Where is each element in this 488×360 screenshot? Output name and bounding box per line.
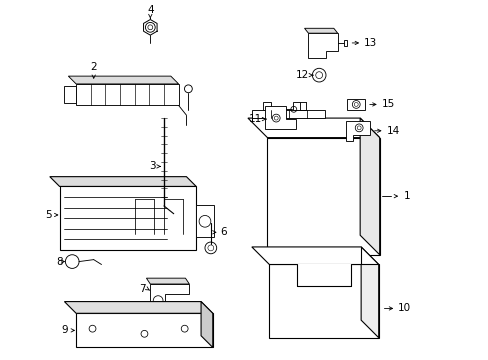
- Polygon shape: [247, 118, 379, 138]
- Polygon shape: [76, 313, 212, 347]
- Text: 13: 13: [364, 38, 377, 48]
- Polygon shape: [308, 33, 337, 58]
- Polygon shape: [292, 103, 300, 110]
- Polygon shape: [361, 247, 378, 338]
- Polygon shape: [196, 206, 213, 237]
- Text: 7: 7: [139, 284, 145, 294]
- Text: 1: 1: [403, 191, 410, 201]
- Polygon shape: [345, 121, 369, 140]
- Polygon shape: [263, 103, 271, 110]
- Polygon shape: [50, 177, 196, 186]
- Polygon shape: [251, 247, 378, 265]
- Polygon shape: [269, 265, 378, 338]
- Text: 14: 14: [386, 126, 399, 136]
- Text: 3: 3: [149, 161, 156, 171]
- Text: 11: 11: [249, 114, 262, 124]
- Polygon shape: [252, 110, 325, 118]
- Polygon shape: [360, 118, 379, 255]
- Polygon shape: [264, 106, 295, 129]
- Polygon shape: [68, 76, 178, 84]
- Text: 2: 2: [90, 62, 97, 72]
- Polygon shape: [150, 284, 189, 309]
- Polygon shape: [296, 265, 351, 287]
- Polygon shape: [343, 40, 347, 46]
- Polygon shape: [347, 99, 365, 110]
- Text: 4: 4: [147, 5, 153, 15]
- Text: 6: 6: [220, 227, 227, 237]
- Polygon shape: [201, 302, 212, 347]
- Text: 15: 15: [381, 99, 394, 109]
- Text: 10: 10: [397, 303, 410, 314]
- Polygon shape: [64, 302, 212, 313]
- Polygon shape: [146, 278, 189, 284]
- Polygon shape: [267, 138, 379, 255]
- Polygon shape: [76, 84, 178, 105]
- Text: 12: 12: [296, 70, 309, 80]
- Text: 9: 9: [61, 325, 68, 336]
- Text: 5: 5: [45, 210, 52, 220]
- Polygon shape: [64, 86, 76, 103]
- Polygon shape: [304, 28, 337, 33]
- Polygon shape: [60, 186, 196, 250]
- Text: 8: 8: [56, 257, 62, 266]
